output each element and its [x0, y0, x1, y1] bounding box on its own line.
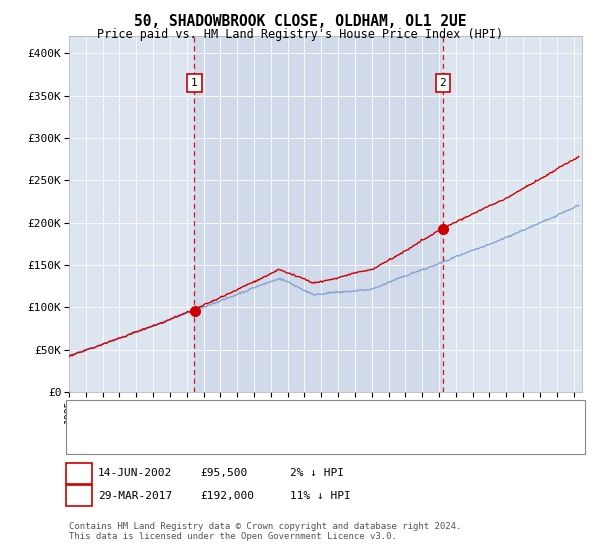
- Text: £95,500: £95,500: [200, 468, 247, 478]
- Bar: [194, 36, 443, 392]
- Text: 2: 2: [76, 491, 82, 501]
- Text: HPI: Average price, detached house, Oldham: HPI: Average price, detached house, Oldh…: [114, 432, 377, 442]
- Text: 29-MAR-2017: 29-MAR-2017: [98, 491, 172, 501]
- Text: 2: 2: [440, 78, 446, 88]
- Text: 2% ↓ HPI: 2% ↓ HPI: [290, 468, 344, 478]
- Text: 11% ↓ HPI: 11% ↓ HPI: [290, 491, 350, 501]
- Text: £192,000: £192,000: [200, 491, 254, 501]
- Text: 1: 1: [191, 78, 197, 88]
- Text: 50, SHADOWBROOK CLOSE, OLDHAM, OL1 2UE: 50, SHADOWBROOK CLOSE, OLDHAM, OL1 2UE: [134, 14, 466, 29]
- Text: 14-JUN-2002: 14-JUN-2002: [98, 468, 172, 478]
- Text: 1: 1: [76, 468, 82, 478]
- Text: 50, SHADOWBROOK CLOSE, OLDHAM, OL1 2UE (detached house): 50, SHADOWBROOK CLOSE, OLDHAM, OL1 2UE (…: [114, 412, 458, 422]
- Text: Price paid vs. HM Land Registry's House Price Index (HPI): Price paid vs. HM Land Registry's House …: [97, 28, 503, 41]
- Text: Contains HM Land Registry data © Crown copyright and database right 2024.
This d: Contains HM Land Registry data © Crown c…: [69, 522, 461, 542]
